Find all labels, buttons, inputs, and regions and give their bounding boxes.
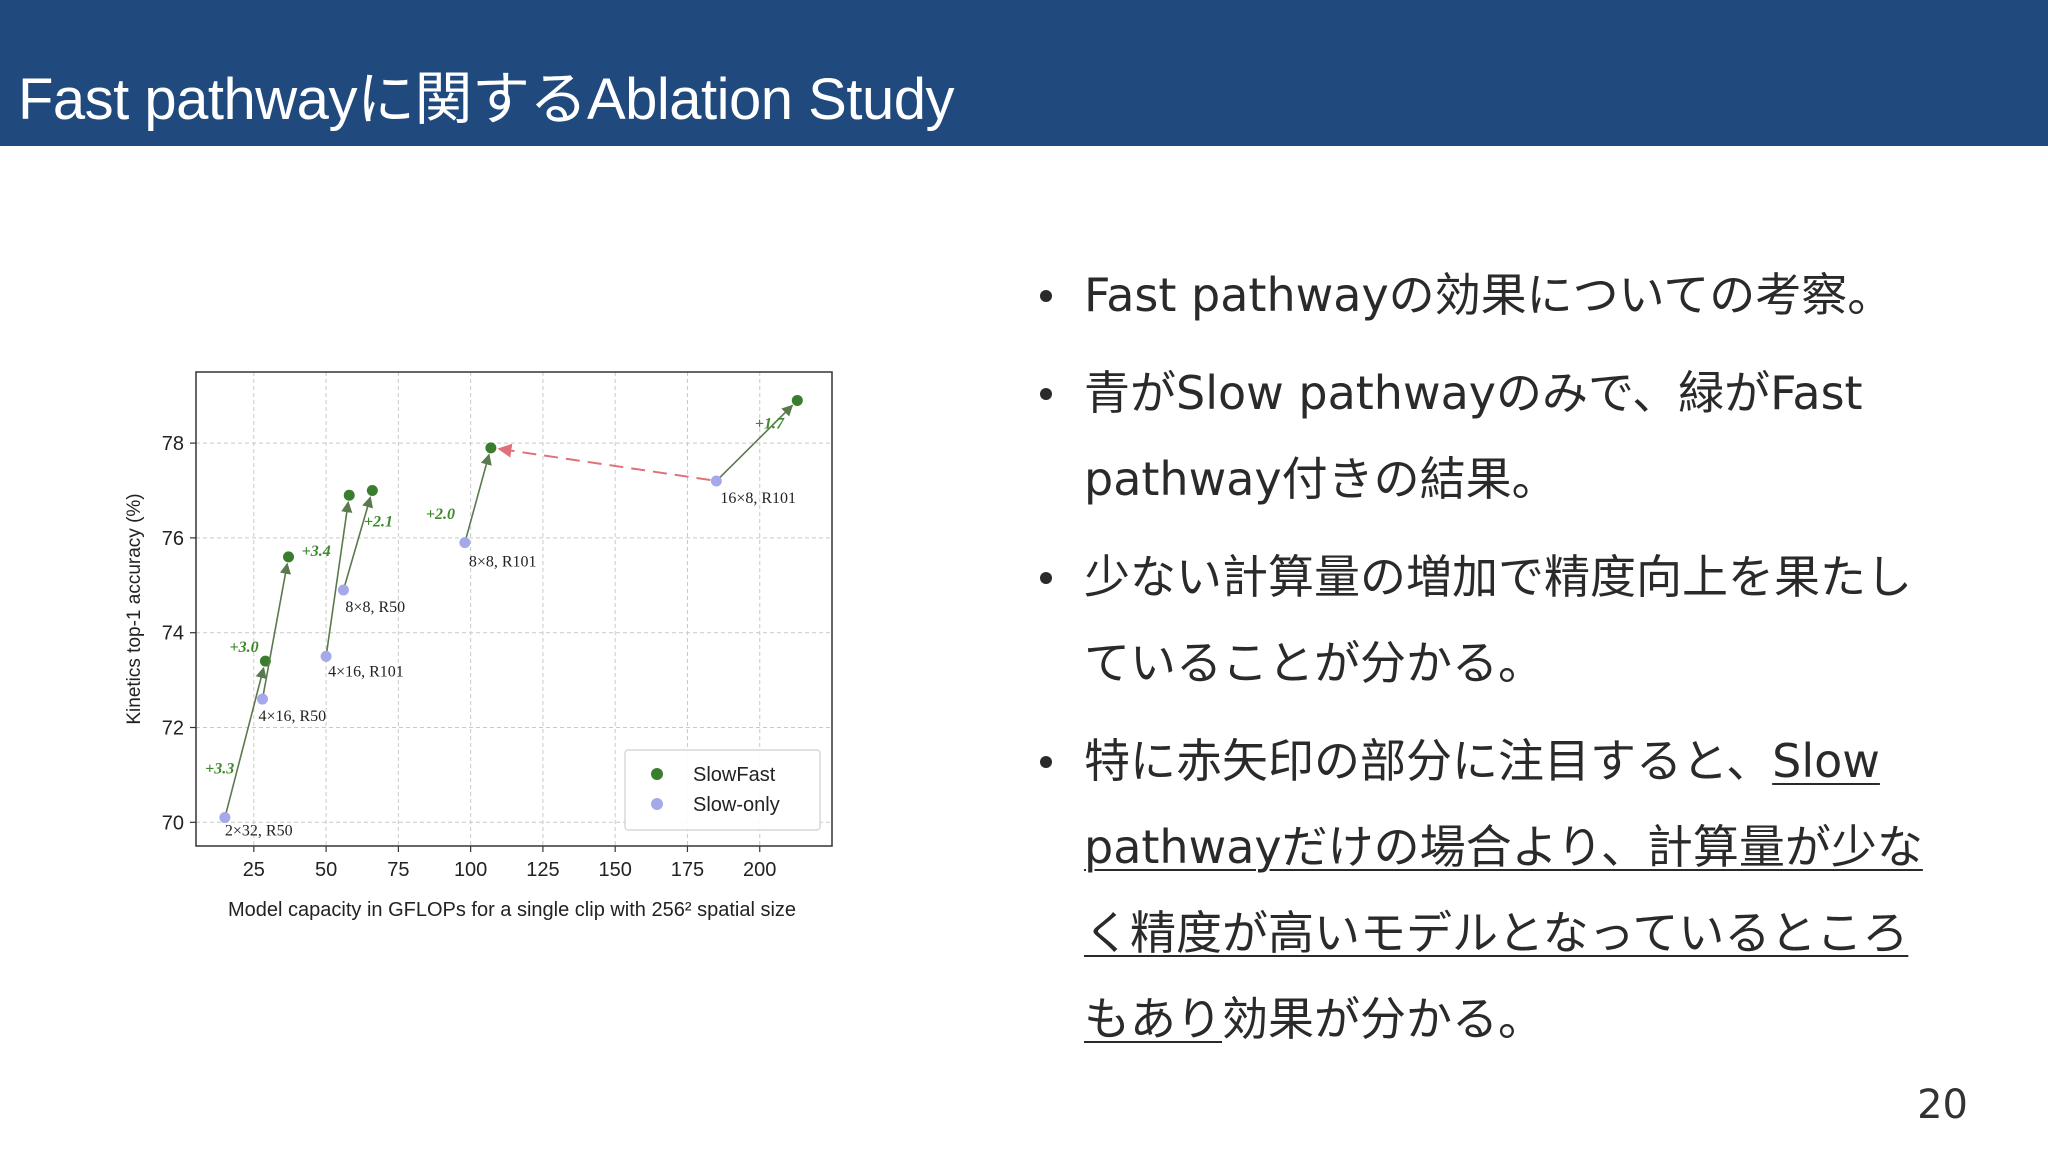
legend-slowfast-marker [651, 768, 663, 780]
config-label: 2×32, R50 [225, 823, 293, 840]
slowfast-point [283, 551, 295, 563]
y-tick-label: 76 [162, 528, 184, 550]
config-label: 8×8, R101 [469, 554, 537, 571]
bullet-underlined-text: Slow pathwayだけの場合より、計算量が少なく精度が高いモデルとなってい… [1084, 734, 1923, 1046]
legend-slowfast-label: SlowFast [693, 764, 776, 786]
slow-only-point [256, 693, 268, 705]
bullet-item: 青がSlow pathwayのみで、緑がFast pathway付きの結果。 [1034, 350, 1934, 522]
highlight-red-arrow [497, 443, 711, 482]
config-label: 16×8, R101 [720, 490, 796, 507]
gain-label: +2.0 [426, 506, 455, 523]
gain-label: +3.4 [302, 543, 331, 560]
config-label: 4×16, R50 [258, 708, 326, 725]
bullet-text: 青がSlow pathwayのみで、緑がFast pathway付きの結果。 [1084, 366, 1863, 506]
gain-arrow [344, 496, 373, 586]
x-tick-label: 125 [526, 859, 559, 881]
slow-only-point [459, 537, 471, 549]
slowfast-point [366, 485, 378, 496]
legend-slow-only-label: Slow-only [693, 794, 780, 816]
legend-slow-only-marker [651, 798, 663, 810]
bullet-text: Fast pathwayの効果についての考察。 [1084, 268, 1894, 322]
gain-arrow [262, 562, 291, 695]
x-tick-label: 100 [454, 859, 487, 881]
slow-only-point [219, 812, 231, 824]
legend-box [624, 749, 821, 831]
slide-header: Fast pathwayに関するAblation Study [0, 0, 2048, 146]
x-axis-label: Model capacity in GFLOPs for a single cl… [228, 899, 796, 921]
x-tick-label: 50 [315, 859, 337, 881]
x-tick-label: 200 [743, 859, 776, 881]
bullet-text: 少ない計算量の増加で精度向上を果たしていることが分かる。 [1084, 550, 1912, 690]
gain-label: +3.0 [230, 639, 259, 656]
bullet-item: Fast pathwayの効果についての考察。 [1034, 252, 1934, 338]
y-tick-label: 72 [162, 718, 184, 740]
gain-label: +1.7 [755, 416, 785, 433]
slowfast-point [485, 442, 497, 454]
gain-arrow [326, 501, 353, 652]
gain-arrow [719, 404, 794, 479]
gain-arrow [465, 453, 492, 539]
gain-label: +3.3 [205, 760, 234, 777]
gain-label: +2.1 [364, 513, 393, 530]
y-tick-label: 70 [162, 812, 184, 834]
y-axis-label: Kinetics top-1 accuracy (%) [124, 493, 145, 724]
accuracy-vs-gflops-chart: 25 50 75 100 125 150 175 200 70 72 74 76 78 Model cap… [124, 371, 833, 921]
bullet-list: Fast pathwayの効果についての考察。 青がSlow pathwayのみ… [1034, 252, 1934, 1074]
slowfast-point [791, 394, 803, 406]
slowfast-point [343, 489, 355, 501]
config-label: 8×8, R50 [345, 599, 405, 616]
plot-frame [195, 371, 833, 847]
bullet-text: 特に赤矢印の部分に注目すると、 [1084, 734, 1773, 788]
bullet-tail-text: 効果が分かる。 [1222, 992, 1544, 1046]
y-tick-label: 74 [162, 623, 184, 645]
x-tick-label: 25 [243, 859, 265, 881]
slow-only-point [710, 475, 722, 487]
slow-only-point [320, 650, 332, 662]
gain-arrow [225, 666, 267, 813]
slide-title: Fast pathwayに関するAblation Study [18, 67, 954, 132]
config-label: 4×16, R101 [328, 663, 404, 680]
x-tick-label: 175 [671, 859, 704, 881]
page-number: 20 [1917, 1082, 1968, 1128]
x-tick-label: 150 [598, 859, 631, 881]
slow-only-point [337, 584, 349, 596]
bullet-item: 少ない計算量の増加で精度向上を果たしていることが分かる。 [1034, 534, 1934, 706]
x-tick-label: 75 [387, 859, 409, 881]
y-tick-label: 78 [162, 433, 184, 455]
bullet-item: 特に赤矢印の部分に注目すると、Slow pathwayだけの場合より、計算量が少… [1034, 718, 1934, 1062]
